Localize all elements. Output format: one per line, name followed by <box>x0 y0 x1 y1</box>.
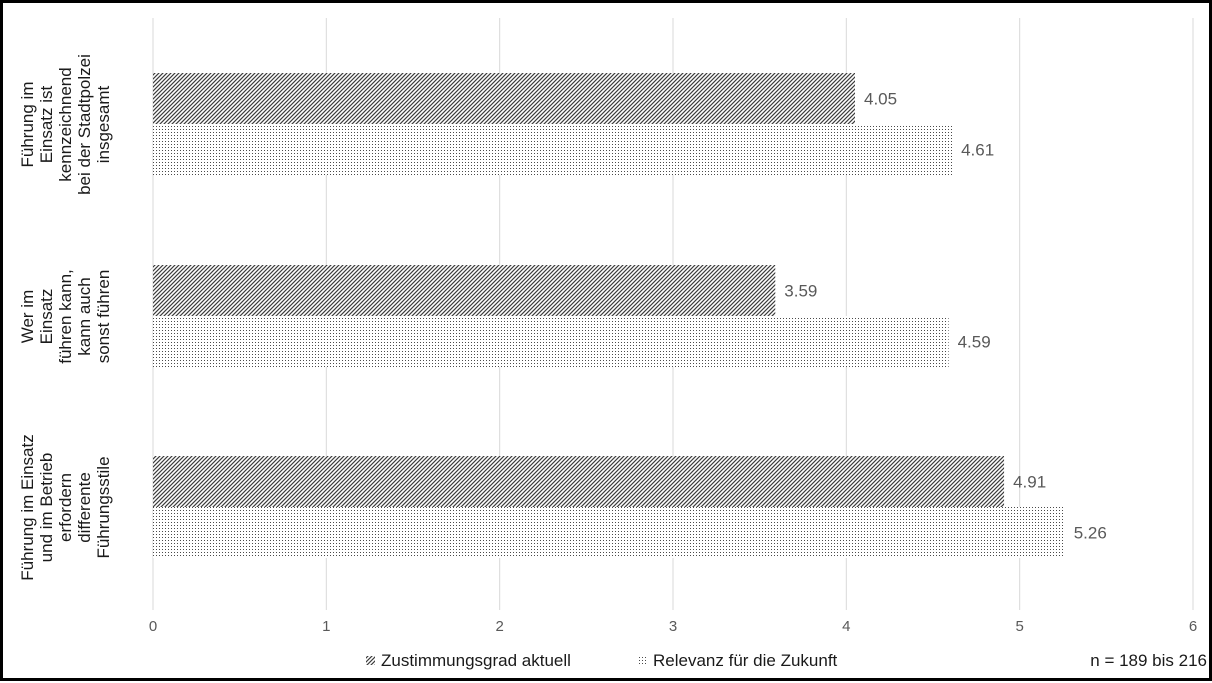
data-label: 3.59 <box>784 282 817 301</box>
bar-relevanz <box>153 124 953 175</box>
category-label: erfordern <box>56 473 75 542</box>
data-label: 4.05 <box>864 90 897 109</box>
x-tick-label: 1 <box>322 618 330 635</box>
x-tick-label: 2 <box>495 618 503 635</box>
data-label: 5.26 <box>1074 524 1107 543</box>
bar-zustimmungsgrad <box>153 265 776 316</box>
category-label: Führung im <box>18 82 37 168</box>
category-label: kann auch <box>75 277 94 355</box>
category-label: Einsatz <box>37 289 56 345</box>
x-tick-label: 3 <box>669 618 677 635</box>
category-label: kennzeichnend <box>56 67 75 181</box>
category-label: bei der Stadtpolzei <box>75 54 94 195</box>
legend-label: Zustimmungsgrad aktuell <box>381 651 571 670</box>
legend-swatch-zustimmungsgrad <box>366 656 375 665</box>
category-label: Führung im Einsatz <box>18 434 37 580</box>
bar-relevanz <box>153 316 949 367</box>
data-label: 4.91 <box>1013 473 1046 492</box>
bar-zustimmungsgrad <box>153 73 855 124</box>
legend-label: Relevanz für die Zukunft <box>653 651 838 670</box>
category-label: Führungsstile <box>94 456 113 558</box>
category-label: insgesamt <box>94 85 113 163</box>
bar-relevanz <box>153 507 1065 558</box>
category-label: Wer im <box>18 290 37 344</box>
bar-zustimmungsgrad <box>153 456 1005 507</box>
category-label: sonst führen <box>94 270 113 364</box>
category-label: differente <box>75 472 94 543</box>
x-tick-label: 6 <box>1189 618 1197 635</box>
legend-swatch-relevanz <box>638 656 647 665</box>
x-tick-label: 5 <box>1015 618 1023 635</box>
sample-size-note: n = 189 bis 216 <box>1090 651 1207 670</box>
data-label: 4.59 <box>958 333 991 352</box>
category-label: Einsatz ist <box>37 85 56 163</box>
category-label: und im Betrieb <box>37 453 56 563</box>
x-tick-label: 0 <box>149 618 157 635</box>
x-tick-label: 4 <box>842 618 850 635</box>
data-label: 4.61 <box>961 141 994 160</box>
bar-chart: 0 1 2 3 4 5 6 4.05 3.59 4.91 4.61 4.59 5.26 Führung i… <box>18 18 1207 670</box>
category-label: führen kann, <box>56 269 75 364</box>
